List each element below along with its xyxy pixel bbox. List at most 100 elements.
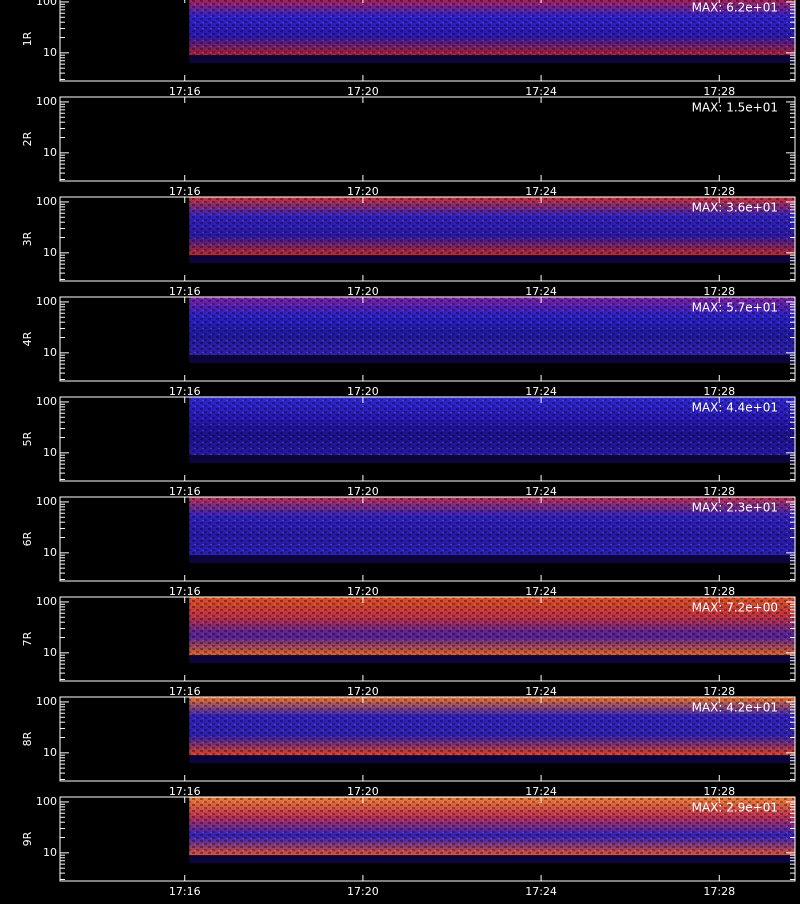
x-tick-label: 17:28 <box>703 385 735 398</box>
low-fringe <box>189 755 795 764</box>
x-tick-label: 17:24 <box>525 685 557 698</box>
y-tick-label: 100 <box>36 0 57 8</box>
x-tick-label: 17:20 <box>347 285 379 298</box>
x-tick-label: 17:20 <box>347 585 379 598</box>
y-tick-label: 10 <box>43 746 57 759</box>
low-fringe <box>189 355 795 364</box>
x-tick-label: 17:20 <box>347 485 379 498</box>
x-tick-label: 17:28 <box>703 185 735 198</box>
y-tick-label: 100 <box>36 395 57 408</box>
x-tick-label: 17:20 <box>347 685 379 698</box>
panel: 17:16 17:20 17:24 17:28 10 100 9R MAX: 2.9e+01 <box>21 795 796 898</box>
y-tick-label: 10 <box>43 646 57 659</box>
x-tick-label: 17:16 <box>169 185 201 198</box>
panel: 17:16 17:20 17:24 17:28 10 100 6R MAX: 2.3e+01 <box>21 495 796 598</box>
x-tick-label: 17:24 <box>525 585 557 598</box>
low-fringe <box>189 455 795 464</box>
plot-frame <box>59 396 796 482</box>
x-tick-label: 17:24 <box>525 385 557 398</box>
intensity-texture <box>189 697 795 756</box>
y-axis-label: 9R <box>21 831 34 846</box>
low-fringe <box>189 855 795 864</box>
x-tick-label: 17:24 <box>525 85 557 98</box>
y-tick-label: 100 <box>36 795 57 808</box>
low-fringe <box>189 55 795 64</box>
y-axis-label: 3R <box>21 231 34 246</box>
x-tick-label: 17:20 <box>347 385 379 398</box>
plot-frame <box>59 196 796 282</box>
y-tick-label: 10 <box>43 446 57 459</box>
panel: 17:16 17:20 17:24 17:28 10 100 1R MAX: 6.2e+01 <box>21 0 796 98</box>
plot-frame <box>59 696 796 782</box>
max-annotation: MAX: 4.2e+01 <box>692 701 778 715</box>
intensity-texture <box>189 0 795 56</box>
panel: 17:16 17:20 17:24 17:28 10 100 4R MAX: 5.7e+01 <box>21 295 796 398</box>
x-tick-label: 17:16 <box>169 785 201 798</box>
x-tick-label: 17:28 <box>703 85 735 98</box>
intensity-texture <box>189 397 795 456</box>
intensity-texture <box>189 497 795 556</box>
x-tick-label: 17:28 <box>703 785 735 798</box>
x-tick-label: 17:24 <box>525 185 557 198</box>
max-annotation: MAX: 4.4e+01 <box>692 401 778 415</box>
intensity-texture <box>189 597 795 656</box>
y-tick-label: 100 <box>36 295 57 308</box>
y-tick-label: 10 <box>43 346 57 359</box>
x-tick-label: 17:16 <box>169 385 201 398</box>
y-axis-label: 8R <box>21 731 34 746</box>
intensity-texture <box>189 797 795 856</box>
x-tick-label: 17:16 <box>169 285 201 298</box>
y-axis-label: 5R <box>21 431 34 446</box>
x-tick-label: 17:20 <box>347 185 379 198</box>
x-tick-label: 17:24 <box>525 785 557 798</box>
x-tick-label: 17:16 <box>169 885 201 898</box>
y-tick-label: 10 <box>43 546 57 559</box>
x-tick-label: 17:16 <box>169 85 201 98</box>
x-tick-label: 17:24 <box>525 885 557 898</box>
low-fringe <box>189 655 795 664</box>
y-axis-label: 2R <box>21 131 34 146</box>
x-tick-label: 17:16 <box>169 685 201 698</box>
intensity-texture <box>189 297 795 356</box>
y-axis-label: 6R <box>21 531 34 546</box>
plot-frame <box>59 596 796 682</box>
y-tick-label: 100 <box>36 695 57 708</box>
y-tick-label: 100 <box>36 595 57 608</box>
max-annotation: MAX: 6.2e+01 <box>692 1 778 15</box>
y-tick-label: 10 <box>43 246 57 259</box>
panel: 17:16 17:20 17:24 17:28 10 100 5R MAX: 4.4e+01 <box>21 395 796 498</box>
intensity-texture <box>189 197 795 256</box>
plot-frame <box>59 296 796 382</box>
x-tick-label: 17:16 <box>169 585 201 598</box>
x-tick-label: 17:28 <box>703 685 735 698</box>
plot-frame <box>59 496 796 582</box>
y-axis-label: 1R <box>21 31 34 46</box>
y-axis-label: 4R <box>21 331 34 346</box>
x-tick-label: 17:16 <box>169 485 201 498</box>
x-tick-label: 17:20 <box>347 85 379 98</box>
plot-frame <box>59 796 796 882</box>
y-tick-label: 10 <box>43 146 57 159</box>
panel: 17:16 17:20 17:24 17:28 10 100 2R MAX: 1.5e+01 <box>21 95 796 198</box>
x-tick-label: 17:20 <box>347 885 379 898</box>
x-tick-label: 17:24 <box>525 285 557 298</box>
low-fringe <box>189 555 795 564</box>
max-annotation: MAX: 3.6e+01 <box>692 201 778 215</box>
x-tick-label: 17:28 <box>703 885 735 898</box>
panel: 17:16 17:20 17:24 17:28 10 100 3R MAX: 3.6e+01 <box>21 195 796 298</box>
x-tick-label: 17:28 <box>703 585 735 598</box>
y-tick-label: 100 <box>36 195 57 208</box>
low-fringe <box>189 255 795 264</box>
x-tick-label: 17:28 <box>703 485 735 498</box>
max-annotation: MAX: 7.2e+00 <box>692 601 778 615</box>
panel: 17:16 17:20 17:24 17:28 10 100 7R MAX: 7.2e+00 <box>21 595 796 698</box>
x-tick-label: 17:24 <box>525 485 557 498</box>
plot-frame <box>59 96 796 182</box>
x-tick-label: 17:20 <box>347 785 379 798</box>
y-tick-label: 10 <box>43 46 57 59</box>
y-axis-label: 7R <box>21 631 34 646</box>
max-annotation: MAX: 2.3e+01 <box>692 501 778 515</box>
y-tick-label: 100 <box>36 95 57 108</box>
panel: 17:16 17:20 17:24 17:28 10 100 8R MAX: 4.2e+01 <box>21 695 796 798</box>
